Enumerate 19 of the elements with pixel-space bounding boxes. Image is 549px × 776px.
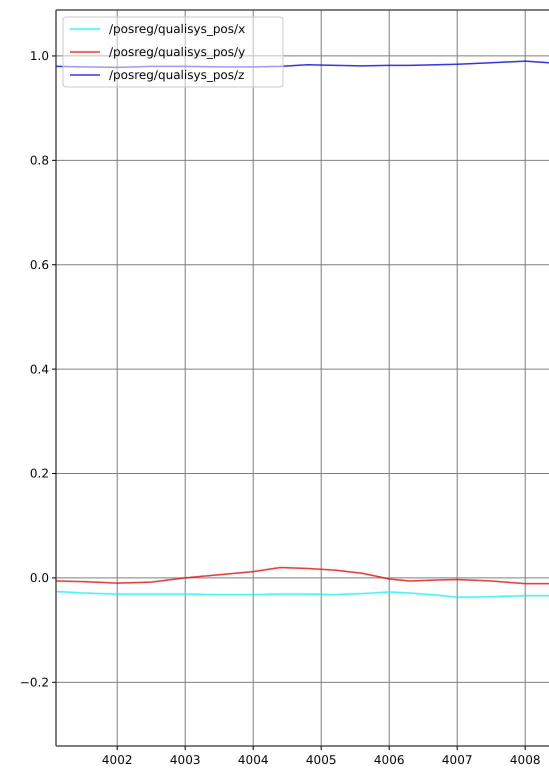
x-tick-label: 4005 <box>306 753 336 767</box>
x-tick-label: 4008 <box>510 753 540 767</box>
x-tick-label: 4004 <box>238 753 268 767</box>
y-tick-label: 1.0 <box>30 49 49 64</box>
y-tick-label: 0.6 <box>30 258 49 272</box>
y-tick-label: 0.8 <box>30 154 49 168</box>
y-tick-label: 0.0 <box>30 571 49 586</box>
x-tick-label: 4007 <box>442 753 472 767</box>
x-tick-label: 4006 <box>374 753 404 767</box>
legend-label: /posreg/qualisys_pos/y <box>109 45 246 60</box>
x-tick-label: 4002 <box>102 753 132 767</box>
y-tick-label: −0.2 <box>20 676 49 690</box>
legend-label: /posreg/qualisys_pos/x <box>109 22 246 36</box>
y-tick-label: 0.4 <box>30 362 49 376</box>
line-series <box>56 60 549 68</box>
line-series <box>56 566 549 584</box>
legend-label: /posreg/qualisys_pos/z <box>109 68 244 82</box>
y-tick-label: 0.2 <box>30 466 49 481</box>
x-tick-label: 4003 <box>170 753 200 767</box>
